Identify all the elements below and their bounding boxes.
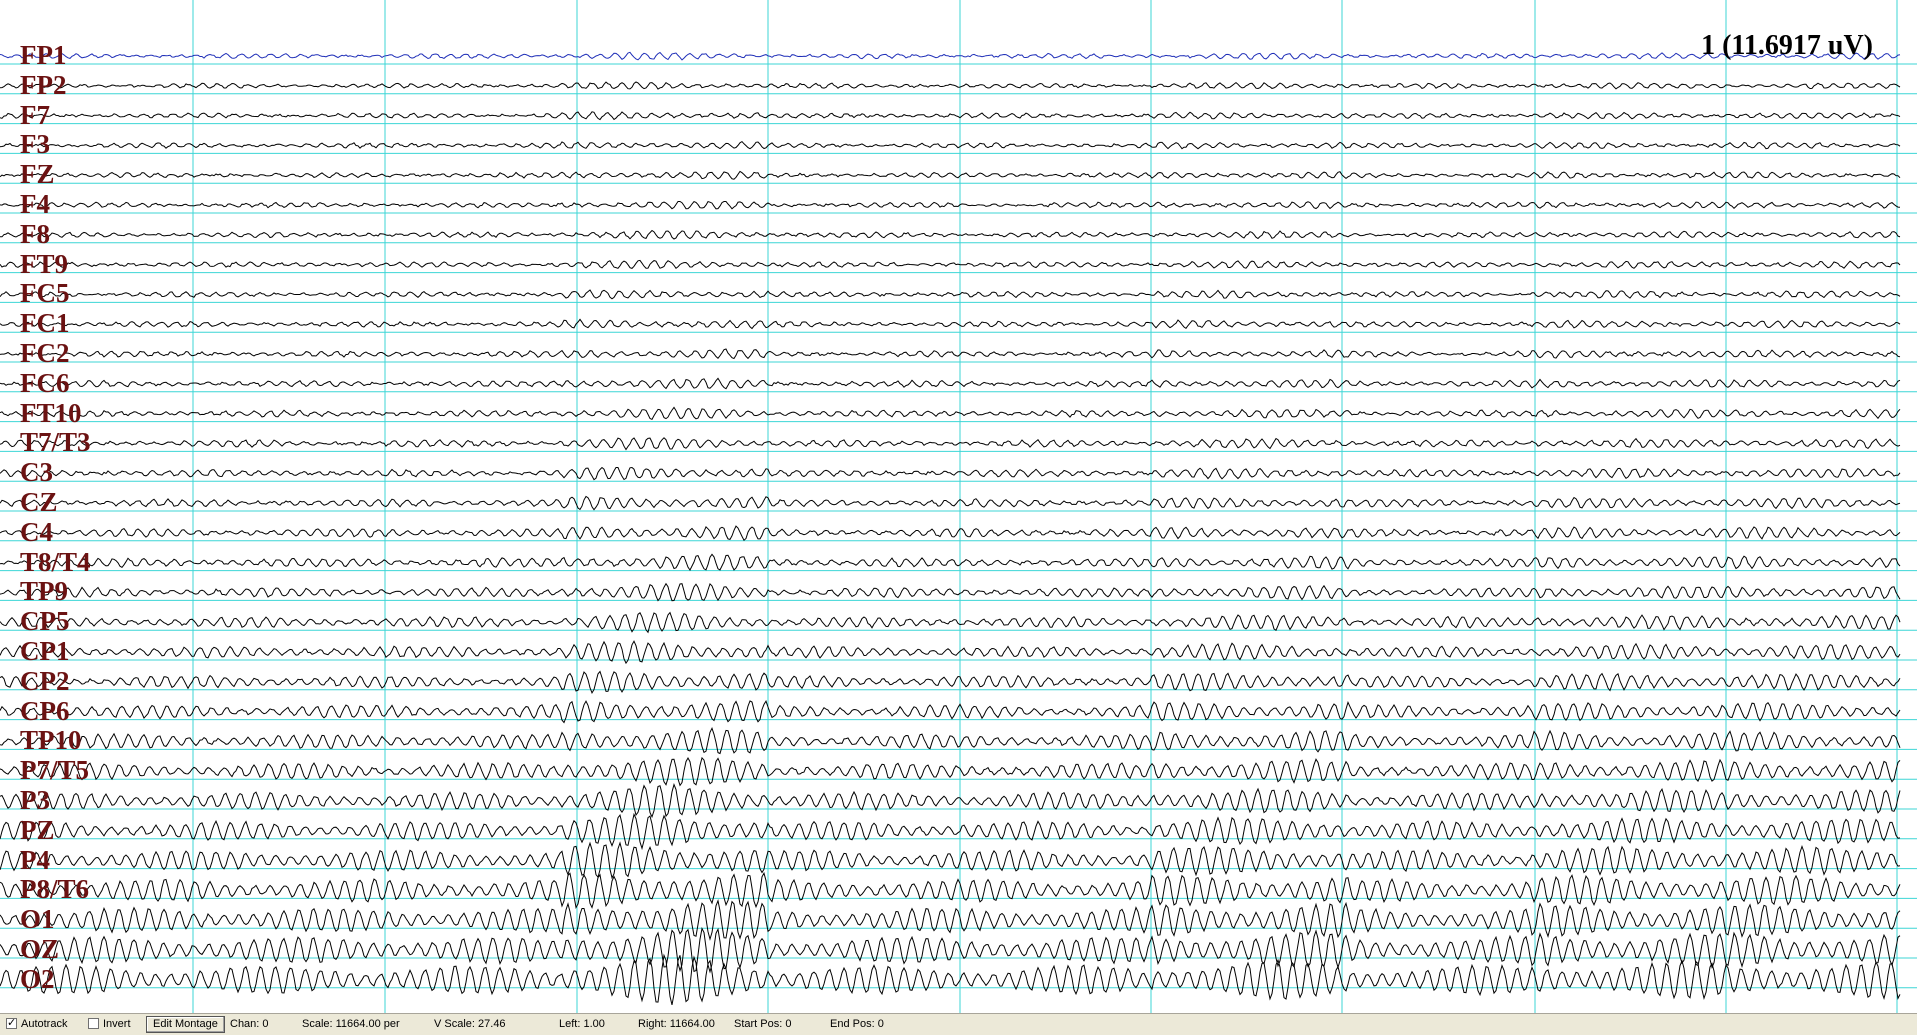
autotrack-checkbox-box[interactable] <box>6 1016 17 1029</box>
eeg-trace-p3[interactable] <box>0 783 1901 819</box>
eeg-trace-p4[interactable] <box>0 841 1901 880</box>
eeg-trace-cp5[interactable] <box>0 611 1901 634</box>
channel-label[interactable]: CP5 <box>20 606 70 637</box>
eeg-trace-fc5[interactable] <box>0 289 1901 300</box>
channel-label[interactable]: FP2 <box>20 69 67 100</box>
eeg-trace-oz[interactable] <box>0 926 1901 974</box>
eeg-trace-cz[interactable] <box>0 495 1901 511</box>
channel-label[interactable]: TP10 <box>20 725 82 756</box>
channel-label[interactable]: T8/T4 <box>20 546 91 577</box>
eeg-trace-ft9[interactable] <box>0 259 1901 270</box>
eeg-trace-c4[interactable] <box>0 525 1901 541</box>
eeg-trace-p7-t5[interactable] <box>0 756 1901 787</box>
eeg-trace-fp2[interactable] <box>0 81 1901 90</box>
channel-label[interactable]: PZ <box>20 814 55 845</box>
amplitude-scale-label: 1 (11.6917 uV) <box>1701 30 1873 61</box>
eeg-trace-o2[interactable] <box>0 953 1901 1006</box>
channel-label[interactable]: O1 <box>20 904 55 935</box>
channel-label[interactable]: F3 <box>20 129 50 160</box>
channel-label[interactable]: T7/T3 <box>20 427 91 458</box>
channel-label[interactable]: CZ <box>20 487 58 517</box>
start-pos-readout: Start Pos: 0 <box>734 1018 792 1030</box>
channel-label[interactable]: FC5 <box>20 278 70 309</box>
eeg-trace-cp2[interactable] <box>0 670 1901 695</box>
eeg-trace-tp9[interactable] <box>0 582 1901 602</box>
vscale-readout: V Scale: 27.46 <box>434 1018 506 1030</box>
eeg-trace-cp1[interactable] <box>0 640 1901 665</box>
eeg-trace-fp1[interactable] <box>0 51 1901 61</box>
eeg-display[interactable]: FP1 FP2 F7 F3 FZ F4 F8 FT9 FC5 FC1 FC2 FC6 FT10 T7/T3… <box>0 0 1917 1013</box>
eeg-trace-f7[interactable] <box>0 111 1901 121</box>
eeg-trace-tp10[interactable] <box>0 726 1901 755</box>
eeg-trace-f4[interactable] <box>0 201 1901 210</box>
channel-label[interactable]: FP1 <box>20 40 67 70</box>
eeg-trace-fc6[interactable] <box>0 377 1901 390</box>
edit-montage-button[interactable]: Edit Montage <box>146 1016 225 1033</box>
eeg-trace-f8[interactable] <box>0 229 1901 240</box>
channel-label[interactable]: P7/T5 <box>20 755 90 786</box>
eeg-trace-fc2[interactable] <box>0 348 1901 360</box>
statusbar: Autotrack Invert Edit Montage Chan: 0 Sc… <box>0 1013 1917 1035</box>
channel-label[interactable]: C3 <box>20 457 53 488</box>
channel-label[interactable]: F4 <box>20 189 50 219</box>
autotrack-label: Autotrack <box>21 1018 68 1030</box>
eeg-trace-pz[interactable] <box>0 812 1901 851</box>
invert-checkbox[interactable]: Invert <box>88 1018 131 1030</box>
channel-label[interactable]: FC6 <box>20 367 70 398</box>
channel-label[interactable]: FT10 <box>20 397 82 428</box>
channel-label[interactable]: TP9 <box>20 576 69 607</box>
channel-label[interactable]: P3 <box>20 785 50 815</box>
channel-label[interactable]: O2 <box>20 963 55 994</box>
eeg-trace-t8-t4[interactable] <box>0 553 1901 571</box>
eeg-traces[interactable] <box>0 0 1917 1013</box>
channel-label[interactable]: F8 <box>20 218 50 249</box>
left-readout: Left: 1.00 <box>559 1018 605 1030</box>
eeg-trace-cp6[interactable] <box>0 700 1901 724</box>
chan-readout: Chan: 0 <box>230 1018 269 1030</box>
eeg-trace-ft10[interactable] <box>0 406 1901 421</box>
channel-label[interactable]: P4 <box>20 844 50 875</box>
eeg-trace-fz[interactable] <box>0 170 1901 180</box>
channel-label[interactable]: CP2 <box>20 665 70 696</box>
end-pos-readout: End Pos: 0 <box>830 1018 884 1030</box>
eeg-trace-o1[interactable] <box>0 899 1901 941</box>
eeg-trace-p8-t6[interactable] <box>0 871 1901 909</box>
channel-label[interactable]: CP1 <box>20 636 70 666</box>
eeg-trace-t7-t3[interactable] <box>0 437 1901 451</box>
invert-checkbox-box[interactable] <box>88 1018 99 1029</box>
channel-label[interactable]: FT9 <box>20 248 69 279</box>
channel-label[interactable]: FZ <box>20 159 55 190</box>
channel-label[interactable]: CP6 <box>20 695 70 726</box>
eeg-trace-fc1[interactable] <box>0 318 1901 330</box>
channel-label[interactable]: FC2 <box>20 338 70 368</box>
channel-label[interactable]: FC1 <box>20 308 70 339</box>
eeg-trace-f3[interactable] <box>0 140 1901 150</box>
channel-label[interactable]: F7 <box>20 99 50 130</box>
scale-readout: Scale: 11664.00 per <box>302 1018 400 1030</box>
invert-label: Invert <box>103 1018 131 1030</box>
eeg-trace-c3[interactable] <box>0 466 1901 481</box>
channel-label[interactable]: OZ <box>20 934 60 964</box>
autotrack-checkbox[interactable]: Autotrack <box>6 1016 68 1030</box>
channel-label[interactable]: P8/T6 <box>20 874 90 905</box>
channel-label[interactable]: C4 <box>20 516 53 547</box>
right-readout: Right: 11664.00 <box>638 1018 715 1030</box>
